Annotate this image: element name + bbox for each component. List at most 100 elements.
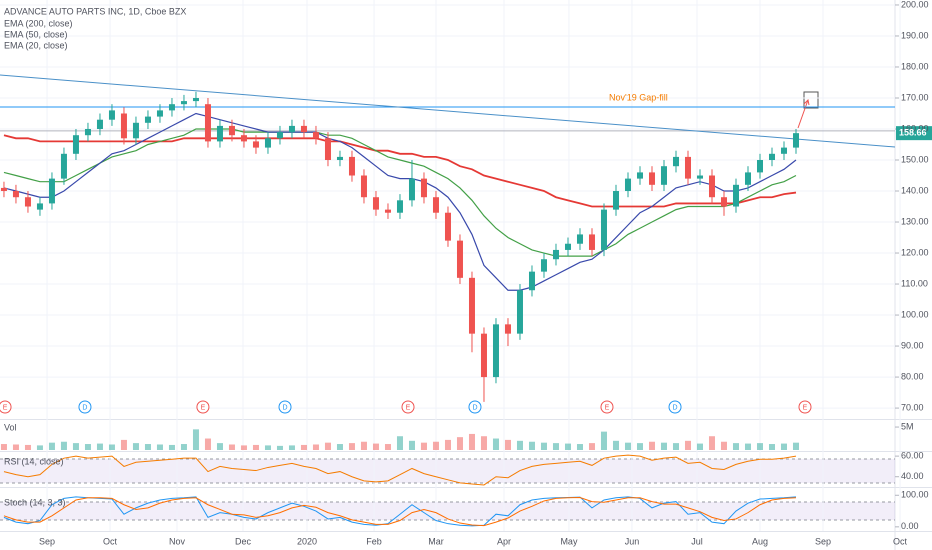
event-label: D: [472, 404, 477, 411]
candle-body: [744, 172, 751, 185]
volume-bar: [600, 431, 607, 450]
volume-bar: [240, 445, 247, 450]
indicator-line: [3, 454, 797, 486]
volume-bar: [384, 444, 391, 450]
x-tick-label: Jul: [691, 536, 703, 546]
volume-bar: [36, 445, 43, 450]
x-tick-label: Oct: [893, 536, 908, 546]
volume-bar: [228, 444, 235, 450]
marks: [0, 74, 932, 527]
event-marker: [196, 400, 210, 414]
y-tick-label: 80.00: [901, 371, 924, 381]
candle-body: [492, 324, 499, 378]
volume-bar: [48, 442, 55, 450]
target-box: [803, 91, 819, 109]
candle-body: [336, 156, 343, 161]
candle-body: [180, 101, 187, 105]
volume-bar: [336, 444, 343, 450]
candle-body: [276, 132, 283, 139]
volume-bar: [780, 443, 787, 450]
candle-body: [480, 333, 487, 378]
volume-bar: [288, 445, 295, 450]
candle-body: [216, 125, 223, 142]
event-label: E: [201, 404, 206, 411]
volume-bar: [732, 443, 739, 450]
last-price-tag: [896, 126, 932, 141]
y-tick-label: 120.00: [901, 247, 929, 257]
event-marker: [78, 400, 92, 414]
y-tick-label: 60.00: [901, 450, 924, 460]
x-tick-label: Oct: [103, 536, 118, 546]
candle-body: [264, 138, 271, 148]
candle-body: [576, 234, 583, 244]
last-price-label: 158.66: [899, 128, 927, 138]
volume-bar: [132, 443, 139, 450]
candle-body: [348, 156, 355, 176]
candle-body: [252, 141, 259, 148]
volume-bar: [624, 442, 631, 450]
candle-body: [516, 290, 523, 334]
candle-body: [132, 122, 139, 139]
volume-bar: [96, 443, 103, 450]
volume-bar: [300, 444, 307, 450]
event-label: E: [803, 404, 808, 411]
volume-bar: [12, 444, 19, 450]
event-label: E: [605, 404, 610, 411]
volume-bar: [588, 443, 595, 450]
volume-bar: [648, 441, 655, 450]
grid: [0, 0, 901, 531]
event-marker: [600, 400, 614, 414]
event-marker: [0, 400, 12, 414]
candle-body: [564, 243, 571, 250]
x-tick-label: Mar: [428, 536, 444, 546]
candle-body: [288, 125, 295, 133]
candle-body: [396, 200, 403, 213]
y-tick-label: 90.00: [901, 340, 924, 350]
y-tick-label: 5M: [901, 421, 914, 431]
candle-body: [456, 240, 463, 278]
chart-title: ADVANCE AUTO PARTS INC, 1D, Cboe BZX: [4, 6, 186, 16]
candle-body: [36, 203, 43, 210]
event-marker: [668, 400, 682, 414]
y-tick-label: 170.00: [901, 92, 929, 102]
volume-bar: [720, 441, 727, 450]
x-tick-label: Dec: [235, 536, 252, 546]
y-tick-label: 200.00: [901, 0, 929, 9]
candle-body: [552, 249, 559, 260]
volume-bar: [360, 441, 367, 450]
volume-bar: [768, 444, 775, 450]
x-tick-label: Apr: [497, 536, 511, 546]
event-label: D: [82, 404, 87, 411]
volume-bar: [0, 444, 7, 450]
y-tick-label: 140.00: [901, 185, 929, 195]
volume-bar: [24, 444, 31, 450]
candle-body: [720, 197, 727, 207]
candle-body: [612, 191, 619, 210]
volume-bar: [204, 438, 211, 450]
volume-bar: [252, 444, 259, 450]
candle-body: [324, 138, 331, 161]
labels: ADVANCE AUTO PARTS INC, 1D, Cboe BZX EMA…: [3, 0, 929, 546]
x-tick-label: 2020: [297, 536, 317, 546]
candle-body: [600, 209, 607, 250]
event-label: E: [3, 404, 8, 411]
y-tick-label: 100.00: [901, 490, 929, 500]
x-tick-label: May: [560, 536, 578, 546]
candle-body: [528, 271, 535, 291]
event-label: E: [406, 404, 411, 411]
candle-body: [540, 259, 547, 272]
volume-bar: [660, 442, 667, 450]
candle-body: [168, 104, 175, 111]
candle-body: [192, 97, 199, 102]
legend-entry: EMA (200, close): [4, 18, 73, 28]
event-label: D: [282, 404, 287, 411]
event-marker: [278, 400, 292, 414]
candle-body: [312, 132, 319, 139]
panel-title: Vol: [4, 422, 17, 432]
volume-bar: [396, 436, 403, 450]
volume-bar: [264, 445, 271, 450]
volume-bar: [156, 444, 163, 450]
event-marker: [401, 400, 415, 414]
event-marker: [468, 400, 482, 414]
